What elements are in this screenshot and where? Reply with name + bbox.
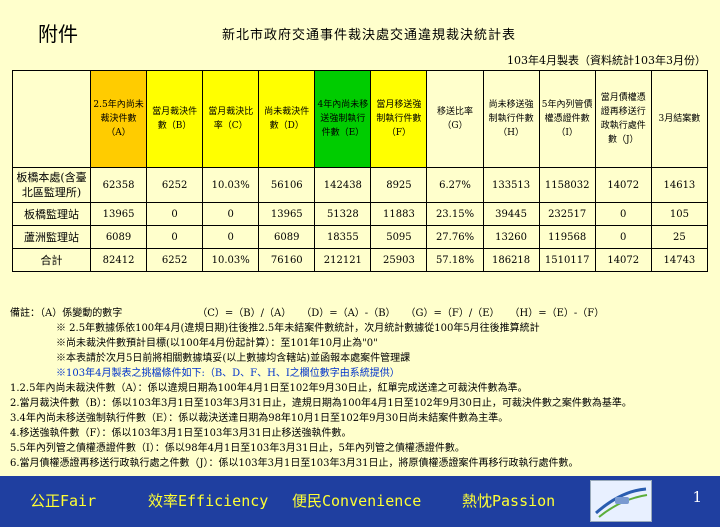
table-cell: 1510117 bbox=[538, 248, 596, 272]
table-cell: 11883 bbox=[370, 202, 428, 226]
table-cell: 186218 bbox=[482, 248, 540, 272]
table-cell: 25 bbox=[650, 225, 709, 249]
table-cell: 14743 bbox=[650, 248, 709, 272]
table-cell: 56106 bbox=[258, 167, 316, 203]
table-header-row: 2.5年內尚未裁決件數（A） 當月裁決件數（B） 當月裁決比率（C） 尚未裁決件… bbox=[12, 70, 709, 168]
table-cell: 0 bbox=[202, 202, 260, 226]
column-header: 當月債權憑證再移送行政執行處件數（J） bbox=[594, 70, 652, 168]
attachment-label: 附件 bbox=[38, 22, 78, 46]
note-line: ※本表請於次月5日前將相關數據填妥(以上數據均含轄站)並函報本處案件管理課 bbox=[56, 353, 411, 364]
table-cell: 119568 bbox=[538, 225, 596, 249]
table-cell: 51328 bbox=[314, 202, 372, 226]
row-label: 板橋本處(含臺北區監理所) bbox=[12, 167, 91, 203]
column-header: 尚未裁決件數（D） bbox=[258, 70, 316, 168]
table-cell: 6089 bbox=[258, 225, 316, 249]
note-line: ※103年4月製表之挑檔條件如下:（B、D、F、H、I之欄位數字由系統提供） bbox=[56, 368, 400, 379]
table-cell: 27.76% bbox=[426, 225, 484, 249]
table-row: 板橋本處(含臺北區監理所) 62358 6252 10.03% 56106 14… bbox=[12, 167, 709, 203]
definition-line: 6.當月債權憑證再移送行政執行處之件數（J）：係以103年3月1日至103年3月… bbox=[10, 458, 579, 469]
table-cell: 18355 bbox=[314, 225, 372, 249]
corner-cell bbox=[12, 70, 91, 168]
table-cell: 82412 bbox=[89, 248, 148, 272]
table-cell: 13260 bbox=[482, 225, 540, 249]
table-cell: 0 bbox=[146, 202, 204, 226]
table-cell: 8925 bbox=[370, 167, 428, 203]
definition-line: 3.4年內尚未移送強制執行件數（E）：係以裁決送達日期為98年10月1日至102… bbox=[10, 413, 509, 424]
column-header: 3月結案數 bbox=[650, 70, 709, 168]
notes-section: 備註：（A）係變動的數字 （C）=（B）/（A） （D）=（A）-（B） （G）… bbox=[10, 306, 710, 471]
table-cell: 232517 bbox=[538, 202, 596, 226]
table-cell: 14613 bbox=[650, 167, 709, 203]
table-row: 板橋監理站 13965 0 0 13965 51328 11883 23.15%… bbox=[12, 202, 709, 226]
table-cell: 1158032 bbox=[538, 167, 596, 203]
slogan-convenience: 便民Convenience bbox=[292, 492, 422, 510]
table-cell: 13965 bbox=[89, 202, 148, 226]
table-cell: 0 bbox=[594, 225, 652, 249]
page-title: 新北市政府交通事件裁決處交通違規裁決統計表 bbox=[222, 28, 517, 43]
note-line: ※尚未裁決件數預計目標(以100年4月份起計算）：至101年10月止為"0" bbox=[56, 338, 378, 349]
row-label: 板橋監理站 bbox=[12, 202, 91, 226]
table-cell: 62358 bbox=[89, 167, 148, 203]
page-number: 1 bbox=[692, 488, 702, 506]
table-cell: 0 bbox=[594, 202, 652, 226]
table-cell: 14072 bbox=[594, 167, 652, 203]
table-cell: 6089 bbox=[89, 225, 148, 249]
definition-line: 2.當月裁決件數（B）：係以103年3月1日至103年3月31日止，違規日期為1… bbox=[10, 398, 632, 409]
table-cell: 0 bbox=[202, 225, 260, 249]
statistics-table: 2.5年內尚未裁決件數（A） 當月裁決件數（B） 當月裁決比率（C） 尚未裁決件… bbox=[12, 70, 709, 272]
table-cell: 0 bbox=[146, 225, 204, 249]
column-header: 當月裁決件數（B） bbox=[146, 70, 204, 168]
table-cell: 212121 bbox=[314, 248, 372, 272]
formula-note: 備註：（A）係變動的數字 （C）=（B）/（A） （D）=（A）-（B） （G）… bbox=[10, 308, 605, 319]
table-cell: 14072 bbox=[594, 248, 652, 272]
column-header: 當月裁決比率（C） bbox=[202, 70, 260, 168]
table-cell: 6252 bbox=[146, 248, 204, 272]
note-line: ※ 2.5年數據係依100年4月(違規日期)往後推2.5年未結案件數統計，次月統… bbox=[56, 323, 540, 334]
table-row: 蘆洲監理站 6089 0 0 6089 18355 5095 27.76% 13… bbox=[12, 225, 709, 249]
column-header: 移送比率（G） bbox=[426, 70, 484, 168]
definition-line: 4.移送強執件數（F）：係以103年3月1日至103年3月31日止移送強執件數。 bbox=[10, 428, 352, 439]
traffic-logo-icon bbox=[590, 480, 652, 522]
slogan-passion: 熱忱Passion bbox=[462, 492, 556, 510]
slogan-fair: 公正Fair bbox=[30, 492, 97, 510]
table-cell: 6.27% bbox=[426, 167, 484, 203]
table-cell: 39445 bbox=[482, 202, 540, 226]
column-header: 5年內列管債權憑證件數（I） bbox=[538, 70, 596, 168]
definition-line: 1.2.5年內尚未裁決件數（A）：係以違規日期為100年4月1日至102年9月3… bbox=[10, 383, 528, 394]
table-cell: 13965 bbox=[258, 202, 316, 226]
table-cell: 142438 bbox=[314, 167, 372, 203]
table-row-total: 合計 82412 6252 10.03% 76160 212121 25903 … bbox=[12, 248, 709, 272]
row-label: 合計 bbox=[12, 248, 91, 272]
table-cell: 76160 bbox=[258, 248, 316, 272]
table-cell: 10.03% bbox=[202, 167, 260, 203]
table-cell: 57.18% bbox=[426, 248, 484, 272]
table-cell: 6252 bbox=[146, 167, 204, 203]
report-date: 103年4月製表（資料統計103年3月份） bbox=[507, 54, 706, 67]
column-header: 當月移送強制執行件數（F） bbox=[370, 70, 428, 168]
table-cell: 10.03% bbox=[202, 248, 260, 272]
row-label: 蘆洲監理站 bbox=[12, 225, 91, 249]
table-cell: 23.15% bbox=[426, 202, 484, 226]
table-cell: 105 bbox=[650, 202, 709, 226]
column-header: 4年內尚未移送強制執行件數（E） bbox=[314, 70, 372, 168]
definition-line: 5.5年內列管之債權憑證件數（I）：係以98年4月1日至103年3月31日止，5… bbox=[10, 443, 465, 454]
table-cell: 133513 bbox=[482, 167, 540, 203]
table-cell: 25903 bbox=[370, 248, 428, 272]
column-header: 尚未移送強制執行件數（H） bbox=[482, 70, 540, 168]
column-header: 2.5年內尚未裁決件數（A） bbox=[89, 70, 148, 168]
slogan-efficiency: 效率Efficiency bbox=[148, 492, 269, 510]
table-cell: 5095 bbox=[370, 225, 428, 249]
